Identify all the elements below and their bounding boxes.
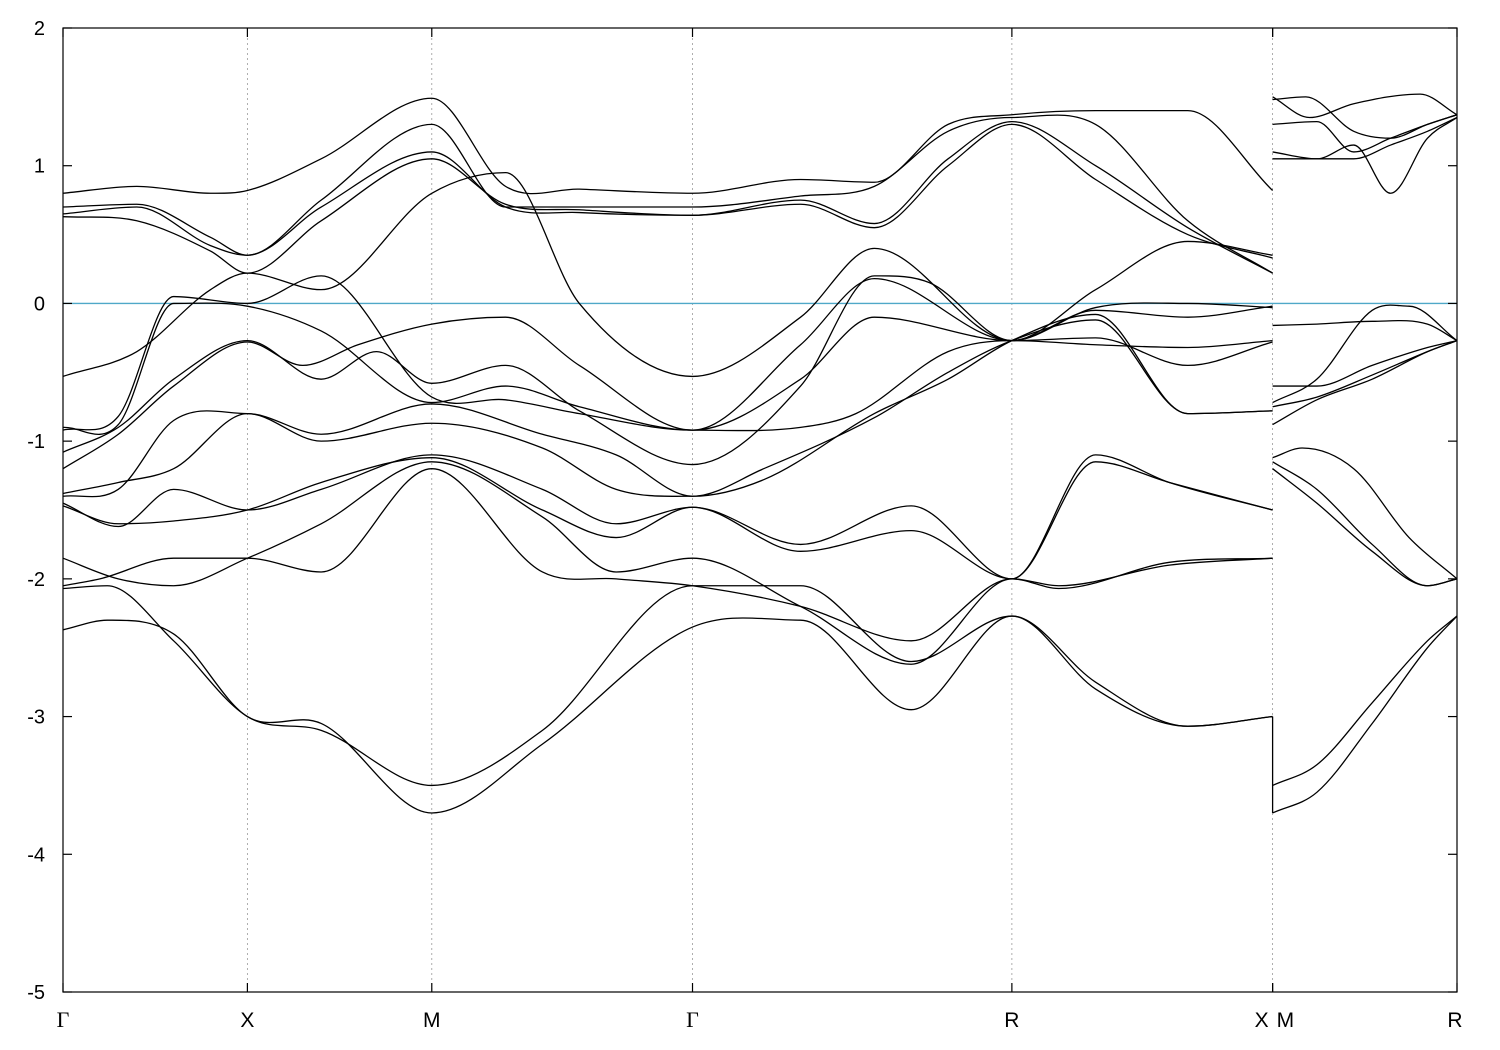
band-line <box>62 468 1273 642</box>
band-line <box>62 585 1273 787</box>
y-tick-label: -5 <box>27 982 45 1004</box>
plot-frame <box>62 27 1458 993</box>
band-line <box>62 302 1273 435</box>
band-line <box>62 457 1273 580</box>
band-line <box>62 121 1273 274</box>
k-point-label: R <box>1004 1009 1019 1032</box>
band-line <box>1272 319 1458 342</box>
k-point-label: Γ <box>57 1007 70 1032</box>
y-axis-ticks: -5 -4 -3 -2 -1 0 1 2 <box>27 18 1457 1004</box>
bands <box>62 93 1458 814</box>
y-tick-label: -2 <box>27 569 45 591</box>
y-tick-label: -3 <box>27 707 45 729</box>
band-segment <box>62 97 1274 814</box>
band-line <box>1272 340 1458 408</box>
band-line <box>1272 116 1458 160</box>
k-point-label: Γ <box>686 1007 699 1032</box>
y-tick-label: -1 <box>27 431 45 453</box>
band-line <box>1272 615 1458 814</box>
band-segment <box>1272 93 1458 814</box>
band-line <box>1272 447 1458 580</box>
band-line <box>62 275 1273 466</box>
band-line <box>1272 304 1458 404</box>
band-line <box>62 97 1274 195</box>
band-line <box>62 454 1273 580</box>
k-point-label: M <box>1277 1009 1295 1032</box>
band-line <box>62 461 1273 665</box>
band-line <box>1272 615 1458 787</box>
band-line <box>1272 461 1458 587</box>
y-tick-label: 0 <box>34 293 45 315</box>
band-line <box>62 114 1273 274</box>
y-tick-label: 2 <box>34 18 45 40</box>
band-line <box>1272 93 1458 119</box>
band-line <box>62 319 1273 497</box>
band-line <box>1272 96 1458 139</box>
k-point-label: X <box>1255 1009 1269 1032</box>
k-point-label: X <box>240 1009 254 1032</box>
band-line <box>62 615 1273 814</box>
band-line <box>62 316 1273 470</box>
y-tick-label: -4 <box>27 844 45 866</box>
band-line <box>62 171 1273 378</box>
k-point-label: M <box>423 1009 441 1032</box>
y-tick-label: 1 <box>34 156 45 178</box>
band-line <box>1272 339 1458 387</box>
k-point-label: R <box>1447 1009 1462 1032</box>
band-line <box>62 313 1273 498</box>
